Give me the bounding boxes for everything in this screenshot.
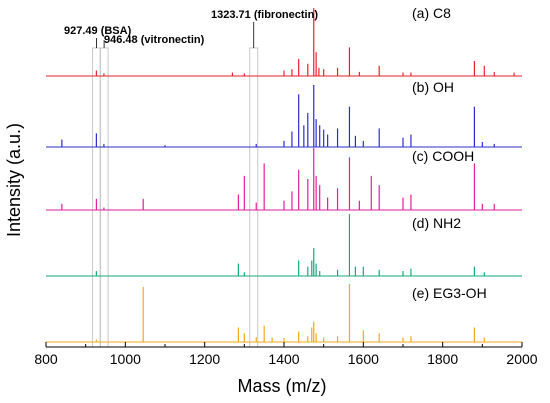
- annotation-label: 1323.71 (fibronectin): [211, 9, 318, 21]
- x-tick-label: 1000: [110, 351, 141, 367]
- x-tick-label: 1800: [427, 351, 458, 367]
- x-axis: 800 1000 1200 1400 1600 1800 2000: [34, 342, 538, 367]
- panel-labels: (a) C8 (b) OH (c) COOH (d) NH2 (e) EG3-OH: [412, 5, 487, 301]
- spectrum-trace: [46, 148, 522, 211]
- highlight-band: [92, 47, 102, 348]
- annotation-label: 946.48 (vitronectin): [104, 34, 205, 46]
- panel-label: (d) NH2: [412, 215, 461, 231]
- spectrum-trace: [46, 8, 522, 77]
- x-tick-label: 1400: [268, 351, 299, 367]
- y-axis-title: Intensity (a.u.): [4, 123, 24, 237]
- x-tick-label: 2000: [506, 351, 537, 367]
- annotation-highlight-bands: [92, 47, 259, 348]
- x-axis-title: Mass (m/z): [238, 376, 327, 396]
- highlight-band: [249, 47, 259, 348]
- panel-label: (a) C8: [412, 5, 451, 21]
- x-tick-label: 800: [34, 351, 58, 367]
- panel-label: (c) COOH: [412, 148, 474, 164]
- panel-label: (b) OH: [412, 79, 454, 95]
- spectrum-trace: [46, 85, 522, 148]
- highlight-band: [99, 47, 109, 348]
- x-tick-label: 1600: [348, 351, 379, 367]
- spectrum-trace: [46, 214, 522, 277]
- panel-label: (e) EG3-OH: [412, 285, 487, 301]
- peak-annotations: 927.49 (BSA)946.48 (vitronectin) 1323.71 …: [64, 9, 318, 48]
- annotation-label: 927.49 (BSA): [64, 25, 132, 37]
- x-tick-label: 1200: [189, 351, 220, 367]
